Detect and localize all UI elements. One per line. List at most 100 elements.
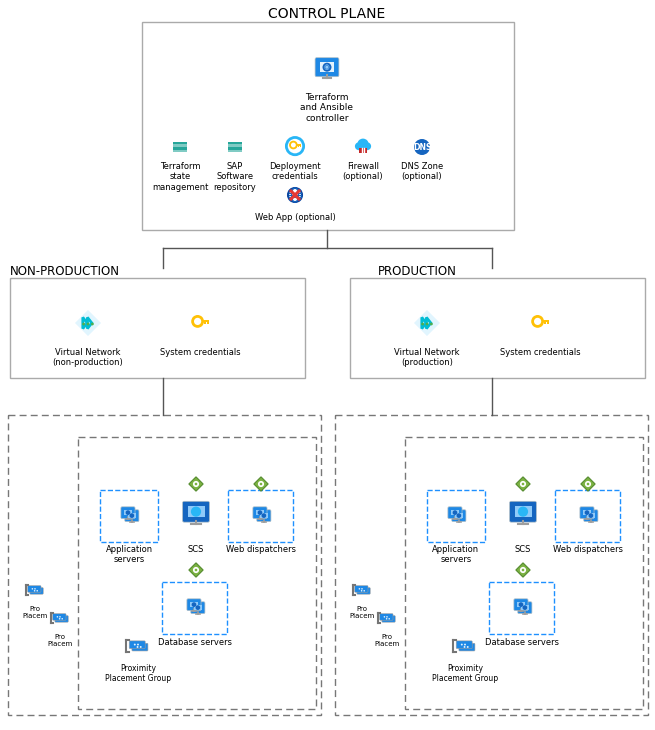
Text: PRODUCTION: PRODUCTION <box>378 265 457 278</box>
Circle shape <box>56 616 58 618</box>
Text: Pro
Placem: Pro Placem <box>47 634 73 647</box>
Bar <box>10 278 305 378</box>
Circle shape <box>59 616 61 618</box>
FancyBboxPatch shape <box>448 507 462 518</box>
Circle shape <box>461 644 463 645</box>
FancyBboxPatch shape <box>355 585 368 592</box>
Circle shape <box>258 481 264 487</box>
Circle shape <box>322 63 331 72</box>
Text: Proximity
Placement Group: Proximity Placement Group <box>105 664 171 683</box>
Bar <box>489 582 554 634</box>
Circle shape <box>126 510 130 515</box>
Circle shape <box>355 142 363 150</box>
FancyBboxPatch shape <box>510 502 536 522</box>
Circle shape <box>31 588 33 590</box>
Bar <box>199 320 209 322</box>
Circle shape <box>62 618 63 620</box>
FancyBboxPatch shape <box>584 510 598 522</box>
Bar <box>204 322 206 324</box>
Bar <box>194 605 202 610</box>
Circle shape <box>288 188 302 202</box>
FancyBboxPatch shape <box>315 58 339 77</box>
Circle shape <box>531 315 544 328</box>
FancyBboxPatch shape <box>380 614 393 620</box>
Circle shape <box>467 646 469 648</box>
Bar <box>335 415 648 715</box>
Circle shape <box>194 318 201 325</box>
Circle shape <box>59 618 60 620</box>
Circle shape <box>585 510 590 515</box>
Text: Virtual Network
(non-production): Virtual Network (non-production) <box>52 348 123 367</box>
Text: Firewall
(optional): Firewall (optional) <box>343 162 383 181</box>
Text: Web dispatchers: Web dispatchers <box>553 545 623 554</box>
Bar <box>173 142 187 144</box>
Circle shape <box>193 481 199 487</box>
Circle shape <box>289 141 298 150</box>
Circle shape <box>359 588 360 590</box>
Text: SCS: SCS <box>515 545 531 554</box>
Text: Application
servers: Application servers <box>432 545 479 564</box>
Bar <box>357 145 369 147</box>
Circle shape <box>193 567 199 573</box>
Circle shape <box>414 139 430 155</box>
Bar <box>8 415 321 715</box>
FancyBboxPatch shape <box>452 510 466 522</box>
Circle shape <box>91 323 94 326</box>
Text: Terraform
and Ansible
controller: Terraform and Ansible controller <box>301 93 354 123</box>
Bar <box>207 322 208 324</box>
FancyBboxPatch shape <box>514 599 528 610</box>
Bar <box>555 490 620 542</box>
Polygon shape <box>189 563 203 577</box>
Circle shape <box>519 602 523 607</box>
Text: Virtual Network
(production): Virtual Network (production) <box>394 348 460 367</box>
Circle shape <box>464 646 466 648</box>
Text: CONTROL PLANE: CONTROL PLANE <box>269 7 386 21</box>
Bar <box>298 145 299 147</box>
Bar <box>228 145 242 147</box>
Circle shape <box>257 510 262 515</box>
Text: Application
servers: Application servers <box>105 545 153 564</box>
Bar <box>514 506 531 518</box>
Circle shape <box>195 605 200 610</box>
FancyBboxPatch shape <box>459 643 475 651</box>
FancyBboxPatch shape <box>580 507 594 518</box>
FancyBboxPatch shape <box>357 588 370 594</box>
Bar <box>100 490 158 542</box>
Bar <box>320 62 334 72</box>
Polygon shape <box>189 477 203 491</box>
Bar <box>228 142 242 144</box>
Text: Terraform
state
management: Terraform state management <box>152 162 208 192</box>
Bar <box>544 322 546 324</box>
Text: NON-PRODUCTION: NON-PRODUCTION <box>10 265 120 278</box>
Circle shape <box>192 602 196 607</box>
Circle shape <box>386 616 388 618</box>
Bar <box>142 22 514 230</box>
Bar <box>173 145 187 147</box>
Circle shape <box>520 481 526 487</box>
FancyBboxPatch shape <box>257 510 271 522</box>
FancyBboxPatch shape <box>382 615 395 622</box>
Bar <box>540 320 549 322</box>
Circle shape <box>37 590 38 591</box>
Circle shape <box>585 481 591 487</box>
Text: DNS: DNS <box>413 142 431 152</box>
Circle shape <box>430 323 433 326</box>
Text: Pro
Placem: Pro Placem <box>349 606 375 619</box>
FancyBboxPatch shape <box>518 602 532 614</box>
Bar <box>300 145 301 147</box>
Bar <box>190 602 198 607</box>
Circle shape <box>386 618 387 620</box>
FancyBboxPatch shape <box>191 602 205 614</box>
Bar <box>173 150 187 153</box>
Text: System credentials: System credentials <box>160 348 240 357</box>
Bar <box>405 437 643 709</box>
Circle shape <box>259 483 262 485</box>
Text: Deployment
credentials: Deployment credentials <box>269 162 321 181</box>
Circle shape <box>521 569 524 572</box>
Circle shape <box>34 588 36 590</box>
Circle shape <box>587 483 590 485</box>
FancyBboxPatch shape <box>132 643 148 651</box>
Bar <box>124 510 132 515</box>
Circle shape <box>426 323 428 326</box>
Text: Database servers: Database servers <box>485 638 559 647</box>
